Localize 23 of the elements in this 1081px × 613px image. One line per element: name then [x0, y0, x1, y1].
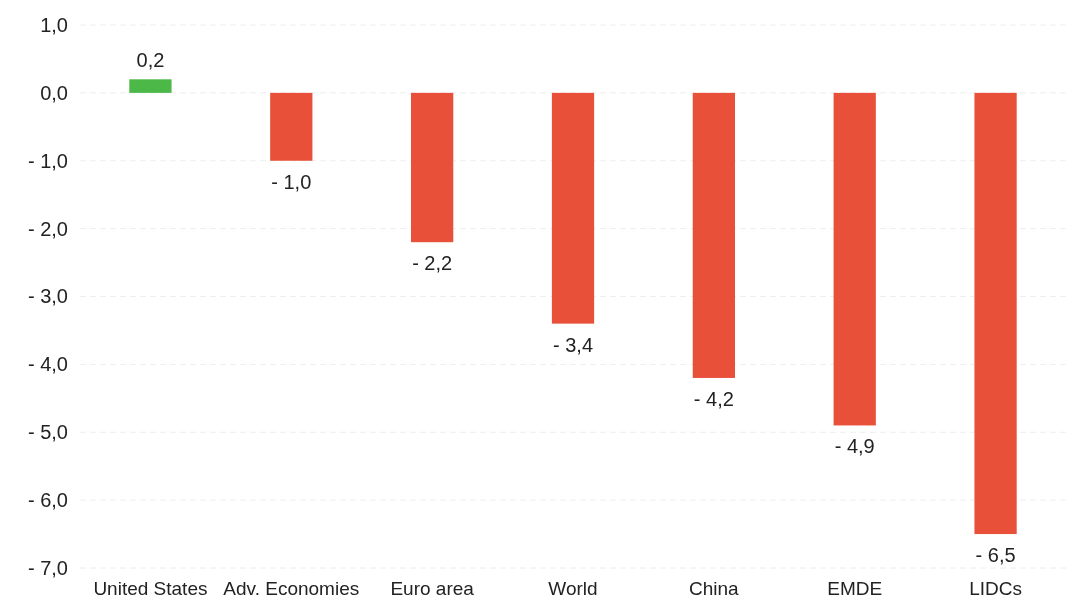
x-tick-label: Adv. Economies — [223, 578, 360, 600]
x-tick-label: EMDE — [827, 578, 883, 600]
y-tick-label: 1,0 — [40, 13, 68, 36]
x-tick-label: Euro area — [390, 578, 475, 600]
data-label: - 2,2 — [412, 252, 453, 275]
data-label: - 4,9 — [834, 435, 875, 458]
data-label: 0,2 — [136, 49, 165, 72]
x-tick-label: LIDCs — [969, 578, 1022, 600]
y-tick-label: - 7,0 — [27, 556, 68, 579]
x-tick-label: China — [689, 578, 740, 600]
y-tick-label: 0,0 — [40, 81, 68, 104]
y-tick-label: - 2,0 — [27, 217, 68, 240]
y-tick-label: - 5,0 — [27, 421, 68, 444]
y-tick-label: - 1,0 — [27, 149, 68, 172]
x-tick-label: World — [548, 578, 598, 600]
y-tick-label: - 6,0 — [27, 489, 68, 512]
data-label: - 1,0 — [271, 170, 312, 193]
y-tick-label: - 4,0 — [27, 353, 68, 376]
data-label: - 6,5 — [975, 544, 1016, 567]
data-label: - 3,4 — [552, 333, 594, 356]
data-label: - 4,2 — [693, 387, 734, 410]
x-tick-label: United States — [93, 578, 208, 600]
y-tick-label: - 3,0 — [27, 285, 68, 308]
